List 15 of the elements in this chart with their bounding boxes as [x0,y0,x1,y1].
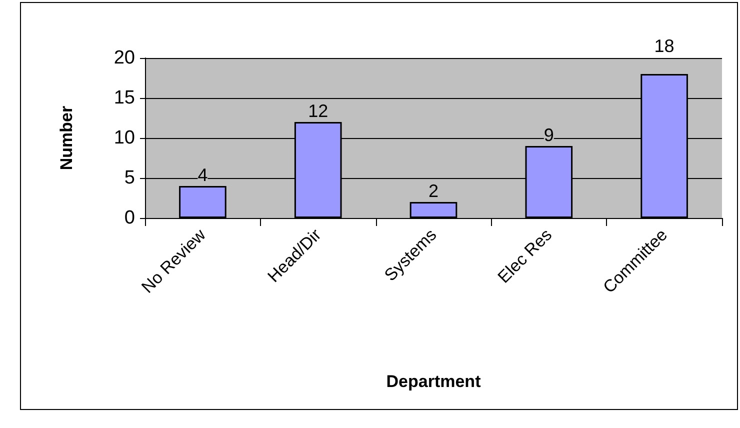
y-tick-label: 15 [114,88,135,108]
bar [179,186,226,218]
data-label: 12 [308,101,328,121]
x-axis-title: Department [386,372,482,391]
data-label: 9 [544,125,554,145]
y-tick-label: 20 [114,48,135,68]
y-tick-label: 10 [114,128,135,148]
y-tick-label: 0 [124,208,135,228]
data-label: 2 [428,181,439,201]
y-axis-title: Number [57,106,76,170]
bar [410,202,458,218]
data-label: 18 [654,36,674,56]
data-label: 4 [198,165,208,185]
y-tick-label: 5 [124,168,135,188]
x-tick-label: Elec Res [494,225,556,287]
